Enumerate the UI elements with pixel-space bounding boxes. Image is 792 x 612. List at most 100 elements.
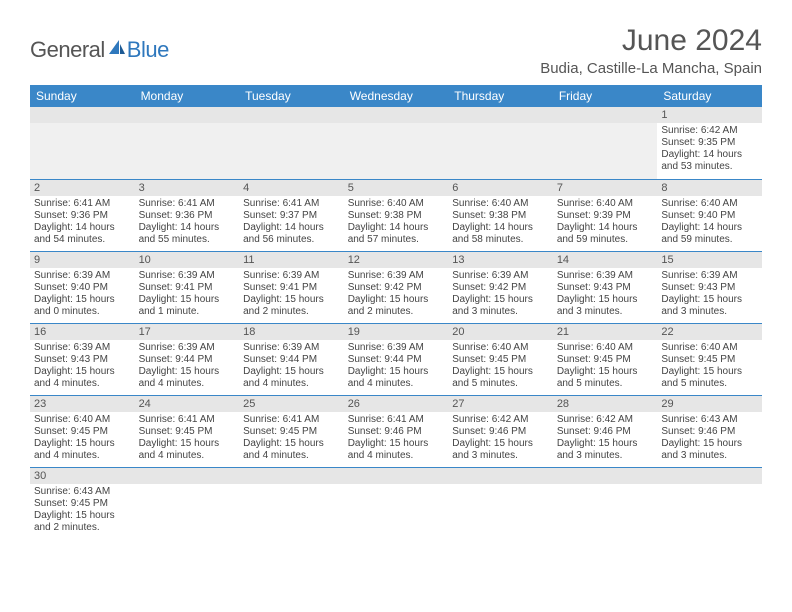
sunset-text: Sunset: 9:45 PM (661, 354, 758, 366)
sunrise-text: Sunrise: 6:40 AM (452, 198, 549, 210)
calendar-day-cell: 14Sunrise: 6:39 AMSunset: 9:43 PMDayligh… (553, 251, 658, 323)
calendar-day-cell: 1Sunrise: 6:42 AMSunset: 9:35 PMDaylight… (657, 107, 762, 179)
day-details: Sunrise: 6:41 AMSunset: 9:37 PMDaylight:… (239, 196, 344, 250)
weekday-header: Saturday (657, 85, 762, 107)
day-number: 6 (448, 180, 553, 196)
calendar-day-cell: 13Sunrise: 6:39 AMSunset: 9:42 PMDayligh… (448, 251, 553, 323)
sunset-text: Sunset: 9:45 PM (34, 426, 131, 438)
sunrise-text: Sunrise: 6:42 AM (557, 414, 654, 426)
calendar-day-cell: 8Sunrise: 6:40 AMSunset: 9:40 PMDaylight… (657, 179, 762, 251)
day-details: Sunrise: 6:40 AMSunset: 9:45 PMDaylight:… (30, 412, 135, 466)
daylight-text: Daylight: 15 hours and 4 minutes. (139, 438, 236, 462)
day-details: Sunrise: 6:40 AMSunset: 9:45 PMDaylight:… (657, 340, 762, 394)
daylight-text: Daylight: 14 hours and 54 minutes. (34, 222, 131, 246)
sunset-text: Sunset: 9:40 PM (34, 282, 131, 294)
day-details: Sunrise: 6:41 AMSunset: 9:36 PMDaylight:… (30, 196, 135, 250)
day-details: Sunrise: 6:42 AMSunset: 9:46 PMDaylight:… (448, 412, 553, 466)
calendar-day-cell (448, 107, 553, 179)
sunset-text: Sunset: 9:38 PM (348, 210, 445, 222)
sunrise-text: Sunrise: 6:39 AM (661, 270, 758, 282)
weekday-header: Sunday (30, 85, 135, 107)
calendar-day-cell: 5Sunrise: 6:40 AMSunset: 9:38 PMDaylight… (344, 179, 449, 251)
sunrise-text: Sunrise: 6:39 AM (348, 342, 445, 354)
brand-general: General (30, 37, 105, 63)
sunset-text: Sunset: 9:45 PM (557, 354, 654, 366)
calendar-day-cell: 19Sunrise: 6:39 AMSunset: 9:44 PMDayligh… (344, 323, 449, 395)
calendar-day-cell: 16Sunrise: 6:39 AMSunset: 9:43 PMDayligh… (30, 323, 135, 395)
daylight-text: Daylight: 15 hours and 3 minutes. (661, 294, 758, 318)
sunset-text: Sunset: 9:35 PM (661, 137, 758, 149)
sunrise-text: Sunrise: 6:39 AM (348, 270, 445, 282)
daylight-text: Daylight: 15 hours and 0 minutes. (34, 294, 131, 318)
sunrise-text: Sunrise: 6:43 AM (661, 414, 758, 426)
daylight-text: Daylight: 15 hours and 5 minutes. (557, 366, 654, 390)
sunset-text: Sunset: 9:46 PM (661, 426, 758, 438)
sunrise-text: Sunrise: 6:39 AM (452, 270, 549, 282)
calendar-day-cell: 22Sunrise: 6:40 AMSunset: 9:45 PMDayligh… (657, 323, 762, 395)
calendar-day-cell: 6Sunrise: 6:40 AMSunset: 9:38 PMDaylight… (448, 179, 553, 251)
day-number: 11 (239, 252, 344, 268)
sunrise-text: Sunrise: 6:41 AM (243, 198, 340, 210)
day-number: 22 (657, 324, 762, 340)
day-number: 19 (344, 324, 449, 340)
day-details: Sunrise: 6:43 AMSunset: 9:45 PMDaylight:… (30, 484, 135, 538)
day-details: Sunrise: 6:39 AMSunset: 9:41 PMDaylight:… (239, 268, 344, 322)
sunset-text: Sunset: 9:46 PM (348, 426, 445, 438)
day-details: Sunrise: 6:39 AMSunset: 9:40 PMDaylight:… (30, 268, 135, 322)
calendar-day-cell: 12Sunrise: 6:39 AMSunset: 9:42 PMDayligh… (344, 251, 449, 323)
day-number: 23 (30, 396, 135, 412)
day-details: Sunrise: 6:39 AMSunset: 9:41 PMDaylight:… (135, 268, 240, 322)
calendar-day-cell: 26Sunrise: 6:41 AMSunset: 9:46 PMDayligh… (344, 395, 449, 467)
day-number: 4 (239, 180, 344, 196)
day-details: Sunrise: 6:39 AMSunset: 9:42 PMDaylight:… (344, 268, 449, 322)
day-details: Sunrise: 6:42 AMSunset: 9:46 PMDaylight:… (553, 412, 658, 466)
calendar-day-cell: 7Sunrise: 6:40 AMSunset: 9:39 PMDaylight… (553, 179, 658, 251)
calendar-day-cell: 18Sunrise: 6:39 AMSunset: 9:44 PMDayligh… (239, 323, 344, 395)
sunset-text: Sunset: 9:46 PM (452, 426, 549, 438)
sunset-text: Sunset: 9:42 PM (452, 282, 549, 294)
calendar-day-cell (239, 467, 344, 539)
day-details: Sunrise: 6:41 AMSunset: 9:45 PMDaylight:… (135, 412, 240, 466)
calendar-week-row: 30Sunrise: 6:43 AMSunset: 9:45 PMDayligh… (30, 467, 762, 539)
day-number: 28 (553, 396, 658, 412)
title-block: June 2024 Budia, Castille-La Mancha, Spa… (540, 24, 762, 77)
sunrise-text: Sunrise: 6:39 AM (243, 270, 340, 282)
weekday-header: Tuesday (239, 85, 344, 107)
daylight-text: Daylight: 15 hours and 4 minutes. (139, 366, 236, 390)
weekday-header: Wednesday (344, 85, 449, 107)
daylight-text: Daylight: 15 hours and 2 minutes. (34, 510, 131, 534)
day-number: 12 (344, 252, 449, 268)
day-number: 5 (344, 180, 449, 196)
sunset-text: Sunset: 9:37 PM (243, 210, 340, 222)
day-details: Sunrise: 6:39 AMSunset: 9:42 PMDaylight:… (448, 268, 553, 322)
brand-blue: Blue (127, 37, 169, 63)
day-number: 2 (30, 180, 135, 196)
calendar-day-cell: 30Sunrise: 6:43 AMSunset: 9:45 PMDayligh… (30, 467, 135, 539)
calendar-day-cell: 4Sunrise: 6:41 AMSunset: 9:37 PMDaylight… (239, 179, 344, 251)
day-details: Sunrise: 6:39 AMSunset: 9:44 PMDaylight:… (135, 340, 240, 394)
daylight-text: Daylight: 15 hours and 3 minutes. (452, 294, 549, 318)
sunset-text: Sunset: 9:40 PM (661, 210, 758, 222)
day-details: Sunrise: 6:39 AMSunset: 9:43 PMDaylight:… (553, 268, 658, 322)
brand-logo: General Blue (30, 24, 169, 63)
day-number: 7 (553, 180, 658, 196)
sunset-text: Sunset: 9:46 PM (557, 426, 654, 438)
sunrise-text: Sunrise: 6:39 AM (34, 342, 131, 354)
day-number: 27 (448, 396, 553, 412)
day-details: Sunrise: 6:39 AMSunset: 9:44 PMDaylight:… (239, 340, 344, 394)
calendar-day-cell: 27Sunrise: 6:42 AMSunset: 9:46 PMDayligh… (448, 395, 553, 467)
calendar-day-cell: 21Sunrise: 6:40 AMSunset: 9:45 PMDayligh… (553, 323, 658, 395)
daylight-text: Daylight: 14 hours and 57 minutes. (348, 222, 445, 246)
daylight-text: Daylight: 15 hours and 4 minutes. (34, 438, 131, 462)
day-number: 13 (448, 252, 553, 268)
daylight-text: Daylight: 15 hours and 3 minutes. (452, 438, 549, 462)
sunset-text: Sunset: 9:38 PM (452, 210, 549, 222)
sunset-text: Sunset: 9:36 PM (139, 210, 236, 222)
calendar-week-row: 1Sunrise: 6:42 AMSunset: 9:35 PMDaylight… (30, 107, 762, 179)
calendar-page: General Blue June 2024 Budia, Castille-L… (0, 0, 792, 563)
calendar-week-row: 2Sunrise: 6:41 AMSunset: 9:36 PMDaylight… (30, 179, 762, 251)
daylight-text: Daylight: 15 hours and 2 minutes. (348, 294, 445, 318)
day-number: 16 (30, 324, 135, 340)
calendar-day-cell: 9Sunrise: 6:39 AMSunset: 9:40 PMDaylight… (30, 251, 135, 323)
day-details: Sunrise: 6:39 AMSunset: 9:44 PMDaylight:… (344, 340, 449, 394)
